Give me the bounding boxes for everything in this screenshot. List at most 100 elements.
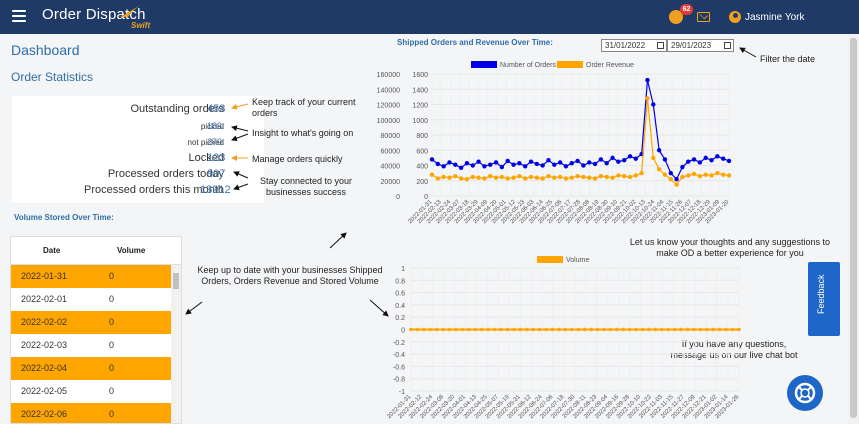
data-point bbox=[660, 327, 664, 332]
data-point bbox=[499, 164, 505, 170]
data-point bbox=[645, 77, 650, 83]
calendar-icon[interactable] bbox=[724, 42, 731, 49]
notification-bell-icon[interactable] bbox=[669, 10, 683, 24]
y-tick-label: -1 bbox=[399, 389, 405, 396]
data-point bbox=[720, 156, 726, 161]
data-point bbox=[680, 174, 685, 180]
annotation-manage: Manage orders quickly bbox=[252, 154, 343, 164]
data-point bbox=[544, 327, 548, 332]
app-name[interactable]: Order Dispatch bbox=[42, 6, 146, 23]
y-left-tick-label: 40000 bbox=[381, 164, 401, 171]
mail-icon[interactable] bbox=[697, 12, 710, 22]
data-point bbox=[645, 96, 650, 101]
data-point bbox=[493, 175, 499, 180]
y-tick-label: -0.4 bbox=[393, 352, 405, 359]
data-point bbox=[595, 327, 600, 332]
y-right-tick-label: 1400 bbox=[412, 87, 428, 94]
stat-value-picked[interactable]: 183 bbox=[207, 121, 223, 131]
data-point bbox=[454, 327, 458, 332]
cell-volume: 0 bbox=[109, 317, 115, 327]
table-row[interactable]: 2022-02-05 0 bbox=[11, 380, 171, 403]
table-row[interactable]: 2022-02-02 0 bbox=[11, 311, 171, 334]
stat-label-not-picked: not picked bbox=[187, 138, 224, 147]
date-to-input[interactable]: 29/01/2023 bbox=[667, 39, 734, 52]
cell-date: 2022-02-03 bbox=[21, 340, 68, 350]
data-point bbox=[476, 159, 481, 164]
y-left-tick-label: 160000 bbox=[377, 72, 400, 79]
data-point bbox=[647, 327, 651, 332]
annotation-track: Keep track of your current orders bbox=[252, 97, 356, 118]
date-from-input[interactable]: 31/01/2022 bbox=[601, 39, 667, 52]
data-point bbox=[633, 173, 639, 178]
stat-value-processed-month[interactable]: 13912 bbox=[200, 184, 231, 196]
top-bar: Order Dispatch Swift 62 Jasmine York bbox=[0, 0, 859, 34]
stat-value-not-picked[interactable]: 270 bbox=[207, 137, 223, 147]
col-header-date[interactable]: Date bbox=[43, 246, 61, 255]
data-point bbox=[589, 327, 593, 332]
table-row[interactable]: 2022-02-01 0 bbox=[11, 288, 171, 311]
data-point bbox=[724, 327, 728, 332]
cell-volume: 0 bbox=[109, 386, 115, 396]
col-header-volume[interactable]: Volume bbox=[117, 246, 146, 255]
page-scrollbar[interactable] bbox=[848, 34, 859, 424]
chatbot-button[interactable] bbox=[787, 375, 823, 411]
data-point bbox=[616, 173, 621, 178]
hamburger-menu-icon[interactable] bbox=[12, 10, 26, 22]
data-point bbox=[686, 173, 691, 178]
legend-swatch bbox=[471, 61, 497, 68]
stat-value-processed-today[interactable]: 907 bbox=[207, 168, 226, 180]
data-point bbox=[610, 155, 615, 161]
cell-volume: 0 bbox=[109, 271, 115, 281]
data-point bbox=[651, 102, 656, 107]
table-row[interactable]: 2022-02-04 0 bbox=[11, 357, 171, 380]
y-left-tick-label: 120000 bbox=[377, 103, 400, 110]
y-tick-label: 0.4 bbox=[395, 303, 405, 310]
data-point bbox=[470, 174, 475, 180]
data-point bbox=[711, 327, 716, 332]
legend-swatch bbox=[537, 256, 563, 263]
data-point bbox=[458, 176, 464, 181]
y-right-tick-label: 800 bbox=[416, 133, 428, 140]
table-scrollbar[interactable] bbox=[171, 265, 181, 423]
data-point bbox=[692, 327, 696, 332]
series-line bbox=[431, 98, 730, 186]
series-line bbox=[431, 79, 730, 181]
data-point bbox=[447, 160, 452, 165]
data-point bbox=[737, 327, 741, 332]
data-point bbox=[656, 148, 662, 153]
user-avatar-icon[interactable] bbox=[729, 11, 741, 23]
calendar-icon[interactable] bbox=[657, 42, 664, 49]
data-point bbox=[428, 327, 433, 332]
data-point bbox=[522, 176, 528, 181]
data-point bbox=[604, 161, 609, 166]
table-scrollbar-thumb[interactable] bbox=[173, 273, 179, 289]
user-name[interactable]: Jasmine York bbox=[745, 12, 805, 23]
y-tick-label: 0 bbox=[401, 328, 405, 335]
data-point bbox=[651, 155, 656, 161]
feedback-button[interactable]: Feedback bbox=[808, 262, 840, 336]
volume-table[interactable]: Date Volume 2022-01-31 0 2022-02-01 0 2022… bbox=[10, 236, 182, 424]
data-point bbox=[492, 327, 497, 332]
order-stats-card: Outstanding orders 453 picked 183 not pi… bbox=[12, 96, 264, 203]
volume-table-title: Volume Stored Over Time: bbox=[14, 213, 114, 222]
data-point bbox=[453, 173, 458, 179]
data-point bbox=[668, 177, 673, 182]
table-row[interactable]: 2022-01-31 0 bbox=[11, 265, 171, 288]
data-point bbox=[616, 159, 621, 164]
cell-volume: 0 bbox=[109, 340, 115, 350]
data-point bbox=[563, 176, 569, 181]
data-point bbox=[717, 327, 722, 332]
stat-value-locked[interactable]: 123 bbox=[207, 152, 226, 164]
page-scrollbar-thumb[interactable] bbox=[850, 38, 857, 418]
annotation-feedback: Let us know your thoughts and any sugges… bbox=[629, 237, 831, 258]
table-row[interactable]: 2022-02-03 0 bbox=[11, 334, 171, 357]
y-right-tick-label: 200 bbox=[416, 179, 428, 186]
stat-value-outstanding[interactable]: 453 bbox=[207, 103, 226, 115]
legend-label: Order Revenue bbox=[586, 62, 634, 69]
notification-badge: 62 bbox=[680, 4, 693, 15]
data-point bbox=[563, 327, 568, 332]
table-row[interactable]: 2022-02-06 0 bbox=[11, 403, 171, 423]
y-tick-label: 0.8 bbox=[395, 278, 405, 285]
